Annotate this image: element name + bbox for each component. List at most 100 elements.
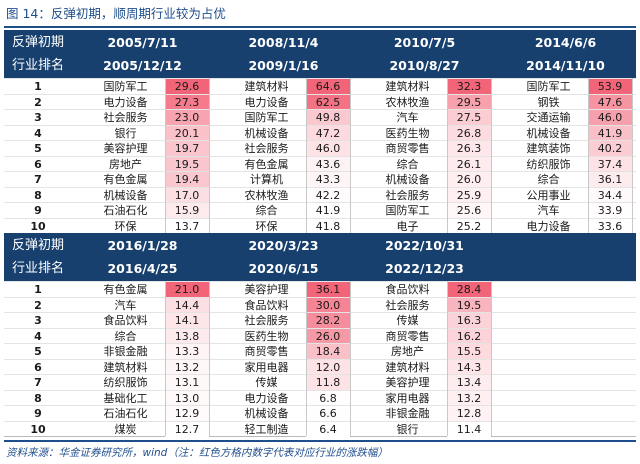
column-divider [588,78,589,233]
industry-name: 食品饮料 [385,283,430,296]
industry-name: 计算机 [250,173,283,186]
industry-name: 汽车 [114,298,137,312]
return-value-cell: 36.1 [588,172,632,187]
rank-number: 5 [34,345,42,358]
header-label-phase: 反弹初期 [12,35,65,50]
industry-name: 建筑材料 [244,80,289,93]
rank-number: 6 [34,360,42,374]
return-value-cell: 47.6 [588,94,632,110]
industry-name: 农林牧渔 [244,188,289,202]
industry-name: 石油石化 [103,407,148,420]
rank-number: 1 [34,80,42,93]
return-value-cell: 19.7 [165,141,209,156]
industry-name: 医药生物 [244,329,289,343]
industry-name: 美容护理 [244,283,289,296]
return-value-cell: 25.6 [447,203,491,218]
return-value-cell: 12.8 [447,406,491,421]
return-value-cell: 25.9 [447,187,491,203]
return-value-cell: 6.6 [306,406,350,421]
rank-number: 5 [34,142,42,155]
industry-name: 商贸零售 [244,345,289,358]
return-value-cell: 33.6 [588,218,632,234]
return-value-cell: 18.4 [306,344,350,359]
period-start-date: 2010/7/5 [393,35,456,50]
industry-name: 房地产 [109,157,142,171]
return-value-cell: 40.2 [588,141,632,156]
industry-name: 有色金属 [103,173,148,186]
industry-name: 有色金属 [244,157,289,171]
period-start-date: 2005/7/11 [107,35,178,50]
return-value-cell: 25.2 [447,218,491,234]
return-value-cell: 15.9 [165,203,209,218]
table-row: 6 房地产 19.5 有色金属 43.6 综合 26.1 纺织服饰 37.4 [4,155,636,172]
table-row: 9 石油石化 12.9 机械设备 6.6 非银金融 12.8 [4,405,636,421]
table-row: 7 有色金属 19.4 计算机 43.3 机械设备 26.0 综合 36.1 [4,171,636,187]
return-value-cell: 34.4 [588,187,632,203]
industry-name: 机械设备 [244,126,289,140]
return-value-cell: 13.1 [165,375,209,390]
table-row: 4 综合 13.8 医药生物 26.0 商贸零售 16.2 [4,327,636,344]
period-start-date: 2014/6/6 [534,35,597,50]
table-row: 5 非银金融 13.3 商贸零售 18.4 房地产 15.5 [4,343,636,359]
header-label-rank: 行业排名 [12,261,65,276]
return-value-cell: 13.3 [165,344,209,359]
return-value-cell: 33.9 [588,203,632,218]
column-divider [491,281,492,436]
industry-name: 综合 [396,157,419,171]
industry-name: 建筑材料 [103,360,148,374]
return-value-cell: 13.2 [447,390,491,406]
column-divider [209,281,210,436]
industry-name: 商贸零售 [385,142,430,155]
industry-name: 社会服务 [244,314,289,327]
return-value-cell: 19.5 [447,297,491,313]
industry-name: 电力设备 [244,391,289,405]
table-row: 3 社会服务 23.0 国防军工 49.8 汽车 27.5 交通运输 46.0 [4,109,636,125]
return-value-cell: 53.9 [588,79,632,94]
return-value-cell: 43.6 [306,156,350,172]
return-value-cell: 26.0 [306,328,350,344]
industry-name: 交通运输 [526,111,571,124]
table-row: 5 美容护理 19.7 社会服务 46.0 商贸零售 26.3 建筑装饰 40.2 [4,140,636,156]
column-divider [491,78,492,233]
table-row: 10 煤炭 12.7 轻工制造 6.4 银行 11.4 [4,420,636,437]
column-divider [350,78,351,233]
return-value-cell: 17.0 [165,187,209,203]
column-divider [165,78,166,233]
return-value-cell: 41.9 [306,203,350,218]
header-label-phase: 反弹初期 [12,238,65,253]
return-value-cell: 42.2 [306,187,350,203]
table-row: 2 汽车 14.4 食品饮料 30.0 社会服务 19.5 [4,296,636,313]
return-value-cell: 12.9 [165,406,209,421]
return-value-cell: 32.3 [447,79,491,94]
rank-number: 9 [34,407,42,420]
industry-name: 石油石化 [103,204,148,217]
return-value-cell: 29.5 [447,94,491,110]
industry-name: 银行 [396,422,419,436]
column-divider [447,281,448,436]
return-value-cell: 14.1 [165,313,209,328]
rank-number: 3 [34,111,42,124]
column-divider [447,78,448,233]
industry-name: 综合 [114,329,137,343]
industry-name: 有色金属 [103,283,148,296]
industry-name: 食品饮料 [244,298,289,312]
return-value-cell: 41.9 [588,125,632,141]
return-value-cell: 28.4 [447,282,491,297]
industry-name: 电子 [396,219,419,233]
return-value-cell: 19.4 [165,172,209,187]
rank-number: 10 [30,219,46,233]
industry-name: 银行 [114,126,137,140]
rank-number: 6 [34,157,42,171]
table-header: 反弹初期 行业排名 2016/1/28 2016/4/25 2020/3/23 2020/… [4,233,636,281]
period-end-date: 2020/6/15 [248,261,319,276]
industry-name: 家用电器 [385,391,430,405]
return-value-cell: 14.3 [447,359,491,375]
industry-name: 社会服务 [103,111,148,124]
table-row: 8 基础化工 13.0 电力设备 6.8 家用电器 13.2 [4,389,636,406]
industry-name: 传媒 [396,314,419,327]
column-divider [306,78,307,233]
industry-name: 电力设备 [244,95,289,109]
rank-number: 3 [34,314,42,327]
industry-name: 建筑材料 [385,360,430,374]
industry-name: 传媒 [255,376,278,389]
